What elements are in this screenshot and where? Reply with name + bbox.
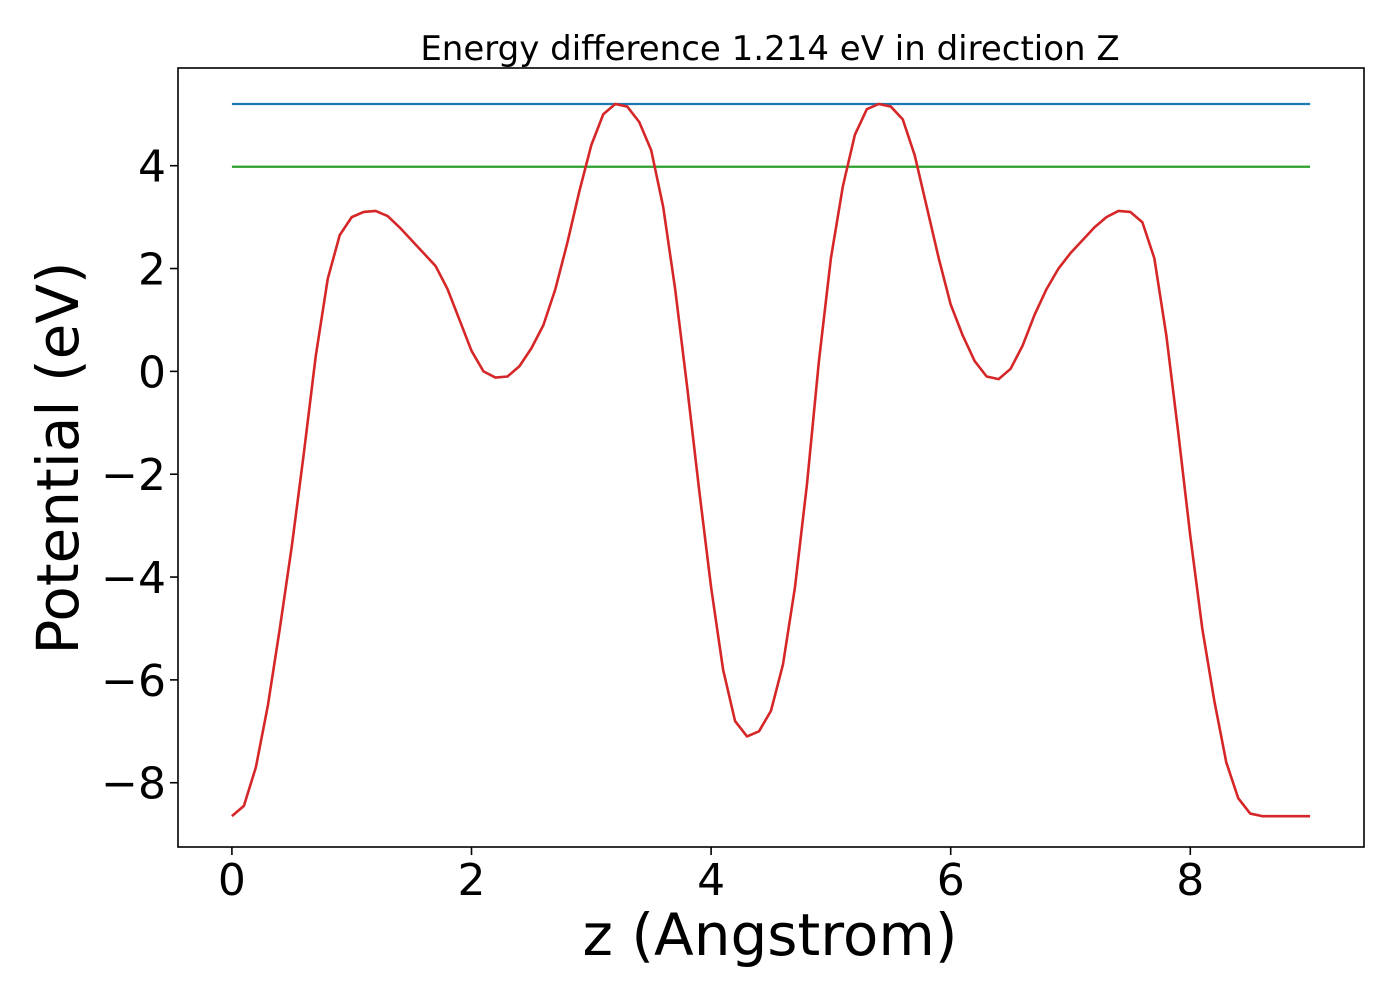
y-tick-label: −2 xyxy=(101,450,166,501)
plot-area-frame xyxy=(177,67,1365,848)
y-tick-label: −6 xyxy=(101,656,166,707)
y-tick-label: 4 xyxy=(138,142,166,193)
y-tick-label: 0 xyxy=(138,347,166,398)
x-tick-label: 2 xyxy=(458,855,486,906)
chart-title: Energy difference 1.214 eV in direction … xyxy=(420,29,1119,69)
x-axis-label: z (Angstrom) xyxy=(583,901,958,969)
y-axis-label: Potential (eV) xyxy=(24,261,92,654)
x-tick-label: 0 xyxy=(218,855,246,906)
y-axis-ticks: −8 −6 −4 −2 0 2 4 xyxy=(101,142,178,810)
y-tick-label: −8 xyxy=(101,759,166,810)
y-tick-label: −4 xyxy=(101,553,166,604)
x-tick-label: 4 xyxy=(697,855,725,906)
x-tick-label: 6 xyxy=(937,855,965,906)
series-layer xyxy=(231,102,1311,818)
y-tick-label: 2 xyxy=(138,245,166,296)
series-line-3 xyxy=(231,102,1311,818)
x-tick-label: 8 xyxy=(1176,855,1204,906)
x-axis-ticks: 0 2 4 6 8 xyxy=(218,847,1204,906)
